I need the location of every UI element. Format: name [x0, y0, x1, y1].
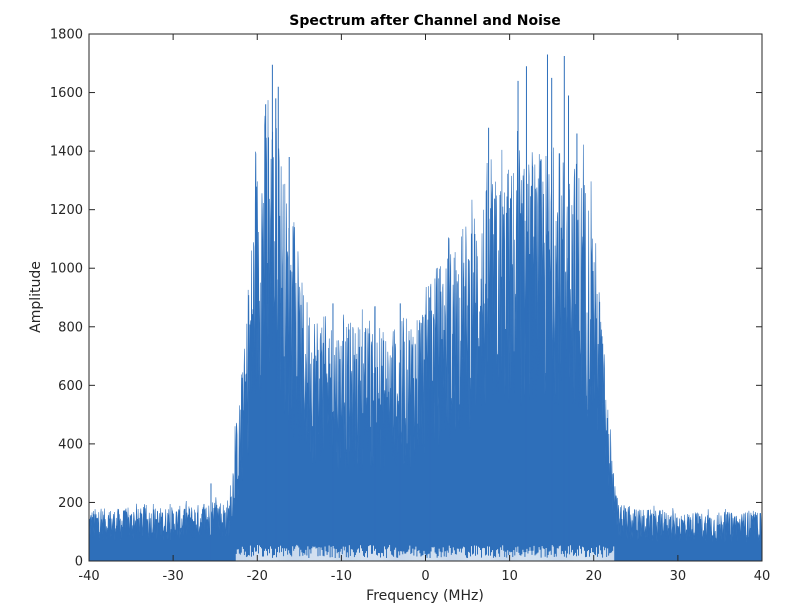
chart-title: Spectrum after Channel and Noise [289, 13, 561, 29]
x-tick-label: 40 [754, 569, 771, 584]
axes: -40 -30 -20 -10 0 10 20 30 400200400600800100012… [50, 28, 770, 585]
y-tick-label: 1200 [50, 203, 83, 218]
y-tick-label: 1000 [50, 262, 83, 277]
plot-area [88, 54, 763, 562]
y-axis-label: Amplitude [28, 261, 44, 333]
x-tick-label: -30 [163, 569, 184, 584]
y-tick-label: 600 [58, 379, 83, 394]
x-tick-label: -40 [78, 569, 99, 584]
x-tick-label: 20 [585, 569, 602, 584]
x-tick-label: 0 [421, 569, 429, 584]
y-tick-label: 0 [75, 555, 83, 570]
spectrum-nulls [235, 544, 615, 561]
y-tick-label: 1400 [50, 145, 83, 160]
y-tick-label: 1800 [50, 28, 83, 43]
spectrum-area [88, 100, 763, 562]
y-tick-label: 200 [58, 496, 83, 511]
y-tick-label: 400 [58, 437, 83, 452]
x-axis-label: Frequency (MHz) [366, 588, 484, 604]
y-tick-label: 800 [58, 320, 83, 335]
x-tick-label: 10 [501, 569, 518, 584]
x-tick-label: -20 [247, 569, 268, 584]
y-tick-label: 1600 [50, 86, 83, 101]
x-tick-label: -10 [331, 569, 352, 584]
x-tick-label: 30 [670, 569, 687, 584]
spectrum-spikes [210, 54, 578, 561]
